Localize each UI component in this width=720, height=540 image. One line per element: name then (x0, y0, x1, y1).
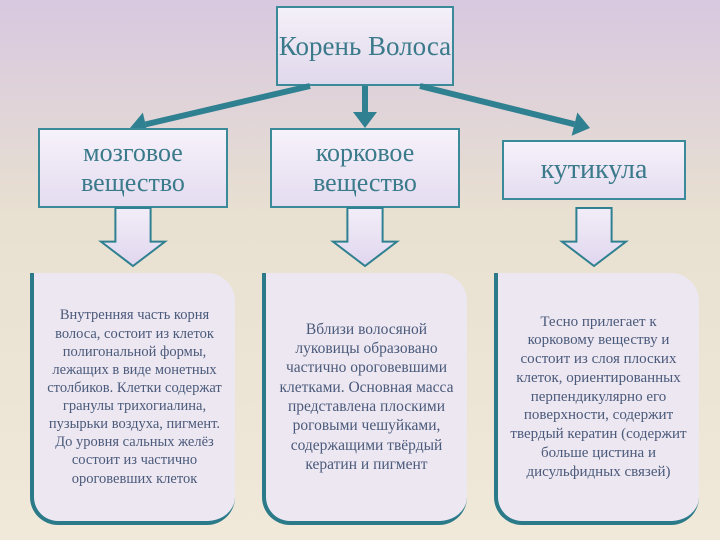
description-medulla: Внутренняя часть корня волоса, состоит и… (30, 273, 235, 525)
description-cortex: Вблизи волосяной луковицы образовано час… (262, 273, 467, 525)
description-text: Тесно прилегает к корковому веществу и с… (506, 313, 691, 482)
description-cuticle: Тесно прилегает к корковому веществу и с… (494, 273, 699, 525)
description-text: Вблизи волосяной луковицы образовано час… (274, 320, 459, 475)
description-text: Внутренняя часть корня волоса, состоит и… (42, 306, 227, 487)
